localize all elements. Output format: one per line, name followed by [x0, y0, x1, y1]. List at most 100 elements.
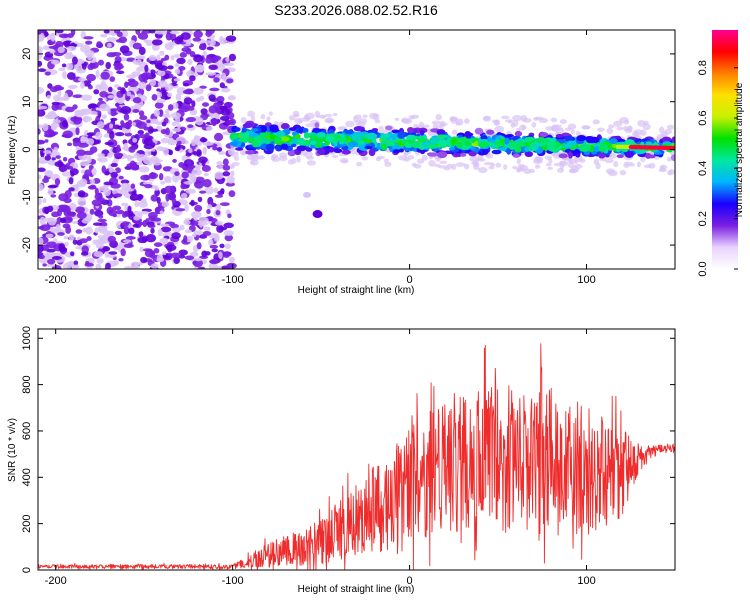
noise-blob — [46, 170, 53, 178]
noise-blob — [165, 244, 177, 251]
noise-blob — [227, 213, 232, 219]
signal-highlight — [494, 141, 503, 146]
colorbar: 0.0 0.2 0.4 0.6 0.8 Normalized spectral ampl… — [697, 30, 745, 277]
noise-blob — [71, 220, 79, 225]
signal-highlight — [325, 135, 335, 142]
noise-blob — [227, 263, 235, 268]
signal-highlight — [426, 143, 439, 149]
noise-blob — [223, 230, 234, 236]
signal-halo-blob — [339, 157, 349, 164]
signal-halo-blob — [534, 164, 541, 169]
signal-core-blob — [328, 146, 335, 153]
signal-core-blob — [555, 134, 563, 138]
noise-blob — [123, 81, 129, 89]
noise-blob — [208, 94, 216, 102]
noise-blob — [222, 251, 231, 258]
noise-blob — [71, 56, 78, 65]
signal-core-blob — [514, 130, 523, 137]
noise-blob — [223, 101, 233, 108]
spectrogram-x-label: Height of straight line (km) — [298, 285, 415, 296]
signal-highlight — [578, 144, 591, 152]
noise-blob — [91, 199, 103, 207]
noise-blob — [170, 112, 182, 119]
noise-blob — [95, 131, 103, 140]
noise-blob — [132, 97, 142, 104]
noise-blob — [58, 193, 69, 202]
noise-blob — [192, 54, 202, 58]
colorbar-tick-label: 0.4 — [697, 161, 709, 176]
noise-blob — [170, 223, 179, 229]
isolated-blob-tail — [302, 191, 311, 198]
snr-x-label: Height of straight line (km) — [298, 584, 415, 595]
noise-blob — [224, 243, 231, 250]
signal-halo-blob — [485, 153, 493, 159]
signal-core-blob — [391, 129, 400, 134]
signal-core-blob — [296, 145, 307, 152]
noise-blob — [180, 192, 188, 199]
noise-blob — [152, 161, 162, 166]
noise-blob — [121, 221, 129, 227]
signal-halo-blob — [538, 117, 549, 124]
noise-blob — [192, 37, 202, 42]
noise-blob — [62, 171, 71, 177]
noise-blob — [216, 161, 223, 166]
noise-blob — [151, 93, 158, 101]
noise-blob — [113, 84, 120, 88]
signal-core-blob — [491, 149, 502, 155]
noise-blob — [58, 67, 66, 72]
signal-core-blob — [568, 151, 573, 159]
noise-blob — [51, 256, 62, 260]
noise-blob — [70, 251, 75, 257]
signal-halo-blob — [451, 129, 458, 135]
signal-halo-blob — [231, 161, 240, 166]
noise-blob — [198, 156, 208, 164]
signal-halo-blob — [463, 163, 470, 170]
noise-blob — [184, 229, 192, 234]
signal-highlight — [464, 141, 472, 147]
signal-core-blob — [670, 154, 675, 162]
noise-blob — [197, 196, 203, 203]
noise-blob — [154, 186, 160, 191]
noise-blob — [228, 256, 236, 263]
noise-blob — [149, 128, 159, 132]
noise-blob — [172, 158, 177, 163]
signal-highlight — [516, 141, 526, 148]
noise-blob — [47, 187, 54, 196]
noise-blob — [196, 97, 201, 102]
signal-halo-blob — [643, 164, 652, 169]
noise-blob — [153, 242, 163, 247]
noise-blob — [160, 129, 168, 135]
noise-blob — [160, 226, 172, 233]
noise-blob — [150, 227, 155, 234]
noise-blob — [62, 262, 72, 269]
noise-blob — [171, 102, 179, 110]
snr-y-ticks: 0 200 400 600 800 1000 — [21, 326, 675, 573]
signal-halo-blob — [324, 117, 335, 124]
signal-core-blob — [265, 143, 275, 152]
noise-blob — [130, 183, 136, 189]
signal-halo-blob — [570, 129, 576, 135]
noise-blob — [163, 147, 169, 156]
isolated-blob — [312, 210, 323, 219]
noise-blob — [171, 128, 182, 133]
noise-blob — [51, 101, 61, 106]
signal-halo-blob — [239, 149, 247, 156]
noise-blob — [132, 42, 142, 50]
noise-blob — [203, 40, 214, 44]
signal-core-blob — [564, 135, 574, 142]
noise-blob — [66, 62, 74, 71]
noise-blob — [208, 64, 218, 71]
signal-core-blob — [438, 139, 448, 146]
noise-blob — [218, 179, 224, 184]
noise-blob — [98, 214, 104, 219]
noise-blob — [70, 172, 75, 177]
noise-blob — [198, 44, 205, 50]
signal-halo-blob — [633, 129, 644, 135]
signal-highlight — [566, 140, 577, 145]
noise-blob — [219, 37, 228, 45]
noise-blob — [174, 36, 183, 45]
noise-blob — [59, 217, 67, 224]
noise-blob — [78, 142, 89, 148]
noise-blob — [158, 172, 164, 181]
signal-halo-blob — [463, 118, 470, 124]
